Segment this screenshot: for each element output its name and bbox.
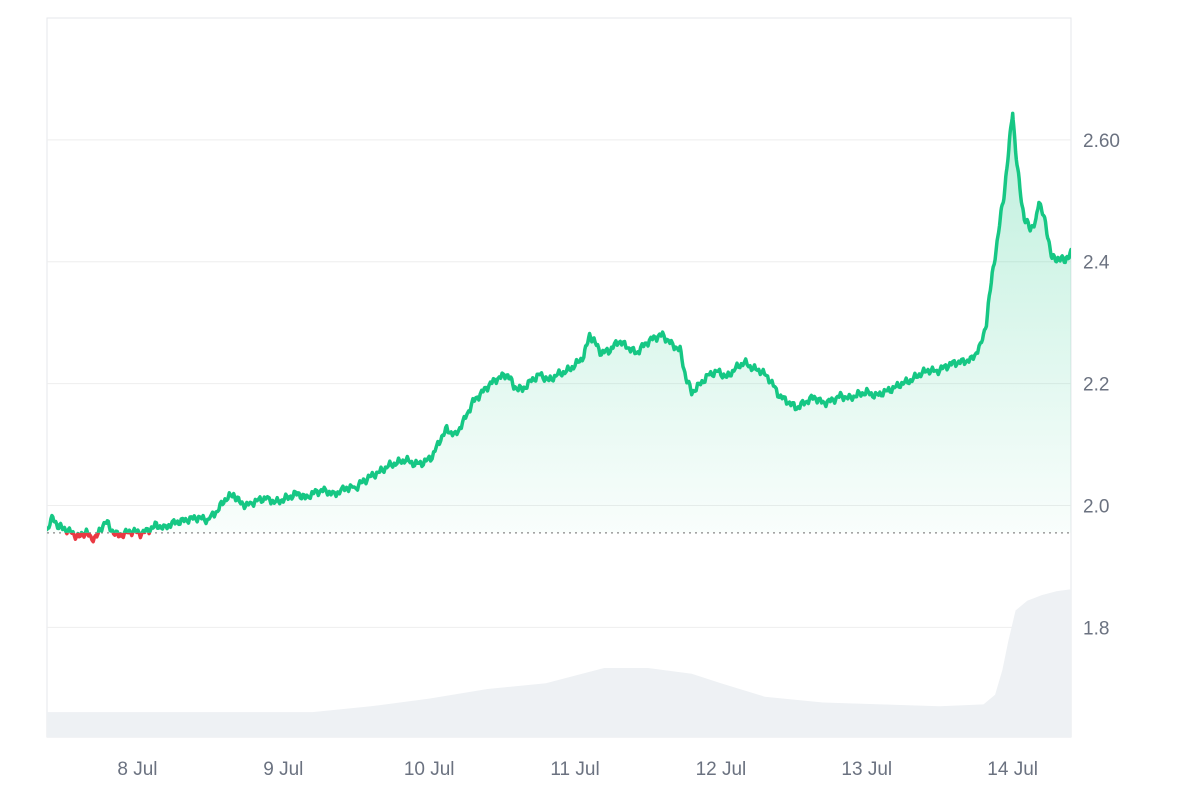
gridlines xyxy=(47,139,1071,628)
x-tick-label: 14 Jul xyxy=(987,759,1038,780)
x-tick-label: 13 Jul xyxy=(841,759,892,780)
price-line-up xyxy=(47,111,1071,533)
y-tick-label: 2.4 xyxy=(1083,253,1110,274)
x-tick-label: 9 Jul xyxy=(263,759,303,780)
x-tick-label: 12 Jul xyxy=(696,759,747,780)
x-tick-label: 8 Jul xyxy=(117,759,157,780)
y-tick-label: 2.60 xyxy=(1083,131,1120,152)
y-axis: 2.60 2.4 2.2 2.0 1.8 xyxy=(1083,131,1120,639)
y-tick-label: 1.8 xyxy=(1083,618,1109,639)
x-tick-label: 11 Jul xyxy=(550,759,599,780)
y-tick-label: 2.2 xyxy=(1083,375,1109,396)
price-area-fill xyxy=(47,113,1071,533)
x-tick-label: 10 Jul xyxy=(404,759,455,780)
volume-area xyxy=(47,589,1071,737)
y-tick-label: 2.0 xyxy=(1083,496,1109,517)
x-axis: 8 Jul 9 Jul 10 Jul 11 Jul 12 Jul 13 Jul 14 Jul xyxy=(117,759,1038,780)
